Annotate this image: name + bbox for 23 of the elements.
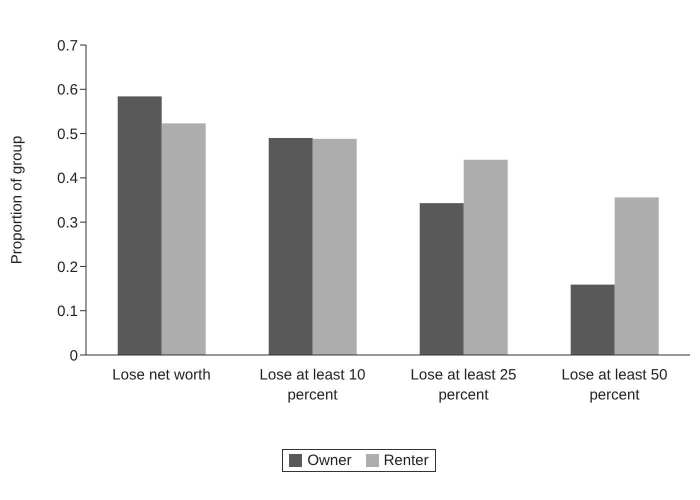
- bar: [312, 138, 357, 355]
- bar: [162, 123, 206, 355]
- y-axis-title: Proportion of group: [8, 136, 26, 264]
- bar: [118, 96, 162, 355]
- y-tick-label: 0.6: [57, 82, 78, 99]
- bar: [614, 197, 659, 355]
- bar: [570, 284, 615, 355]
- y-tick-label: 0.4: [57, 170, 78, 188]
- x-tick-label: Lose at least 50 percent: [562, 366, 668, 404]
- legend-label: Renter: [382, 452, 429, 469]
- bar: [464, 160, 508, 355]
- x-tick-label: Lose at least 25 percent: [410, 366, 516, 404]
- y-tick-label: 0.2: [57, 258, 78, 276]
- y-tick-label: 0: [70, 347, 78, 364]
- bar: [268, 138, 313, 355]
- x-tick-label: Lose net worth: [112, 366, 211, 384]
- y-tick-label: 0.7: [57, 37, 78, 54]
- y-tick-label: 0.5: [57, 126, 78, 143]
- x-tick-label: Lose at least 10 percent: [260, 366, 366, 404]
- y-tick-label: 0.3: [57, 214, 78, 232]
- legend-label: Owner: [306, 452, 352, 469]
- bar: [420, 203, 464, 355]
- y-tick-label: 0.1: [57, 303, 78, 320]
